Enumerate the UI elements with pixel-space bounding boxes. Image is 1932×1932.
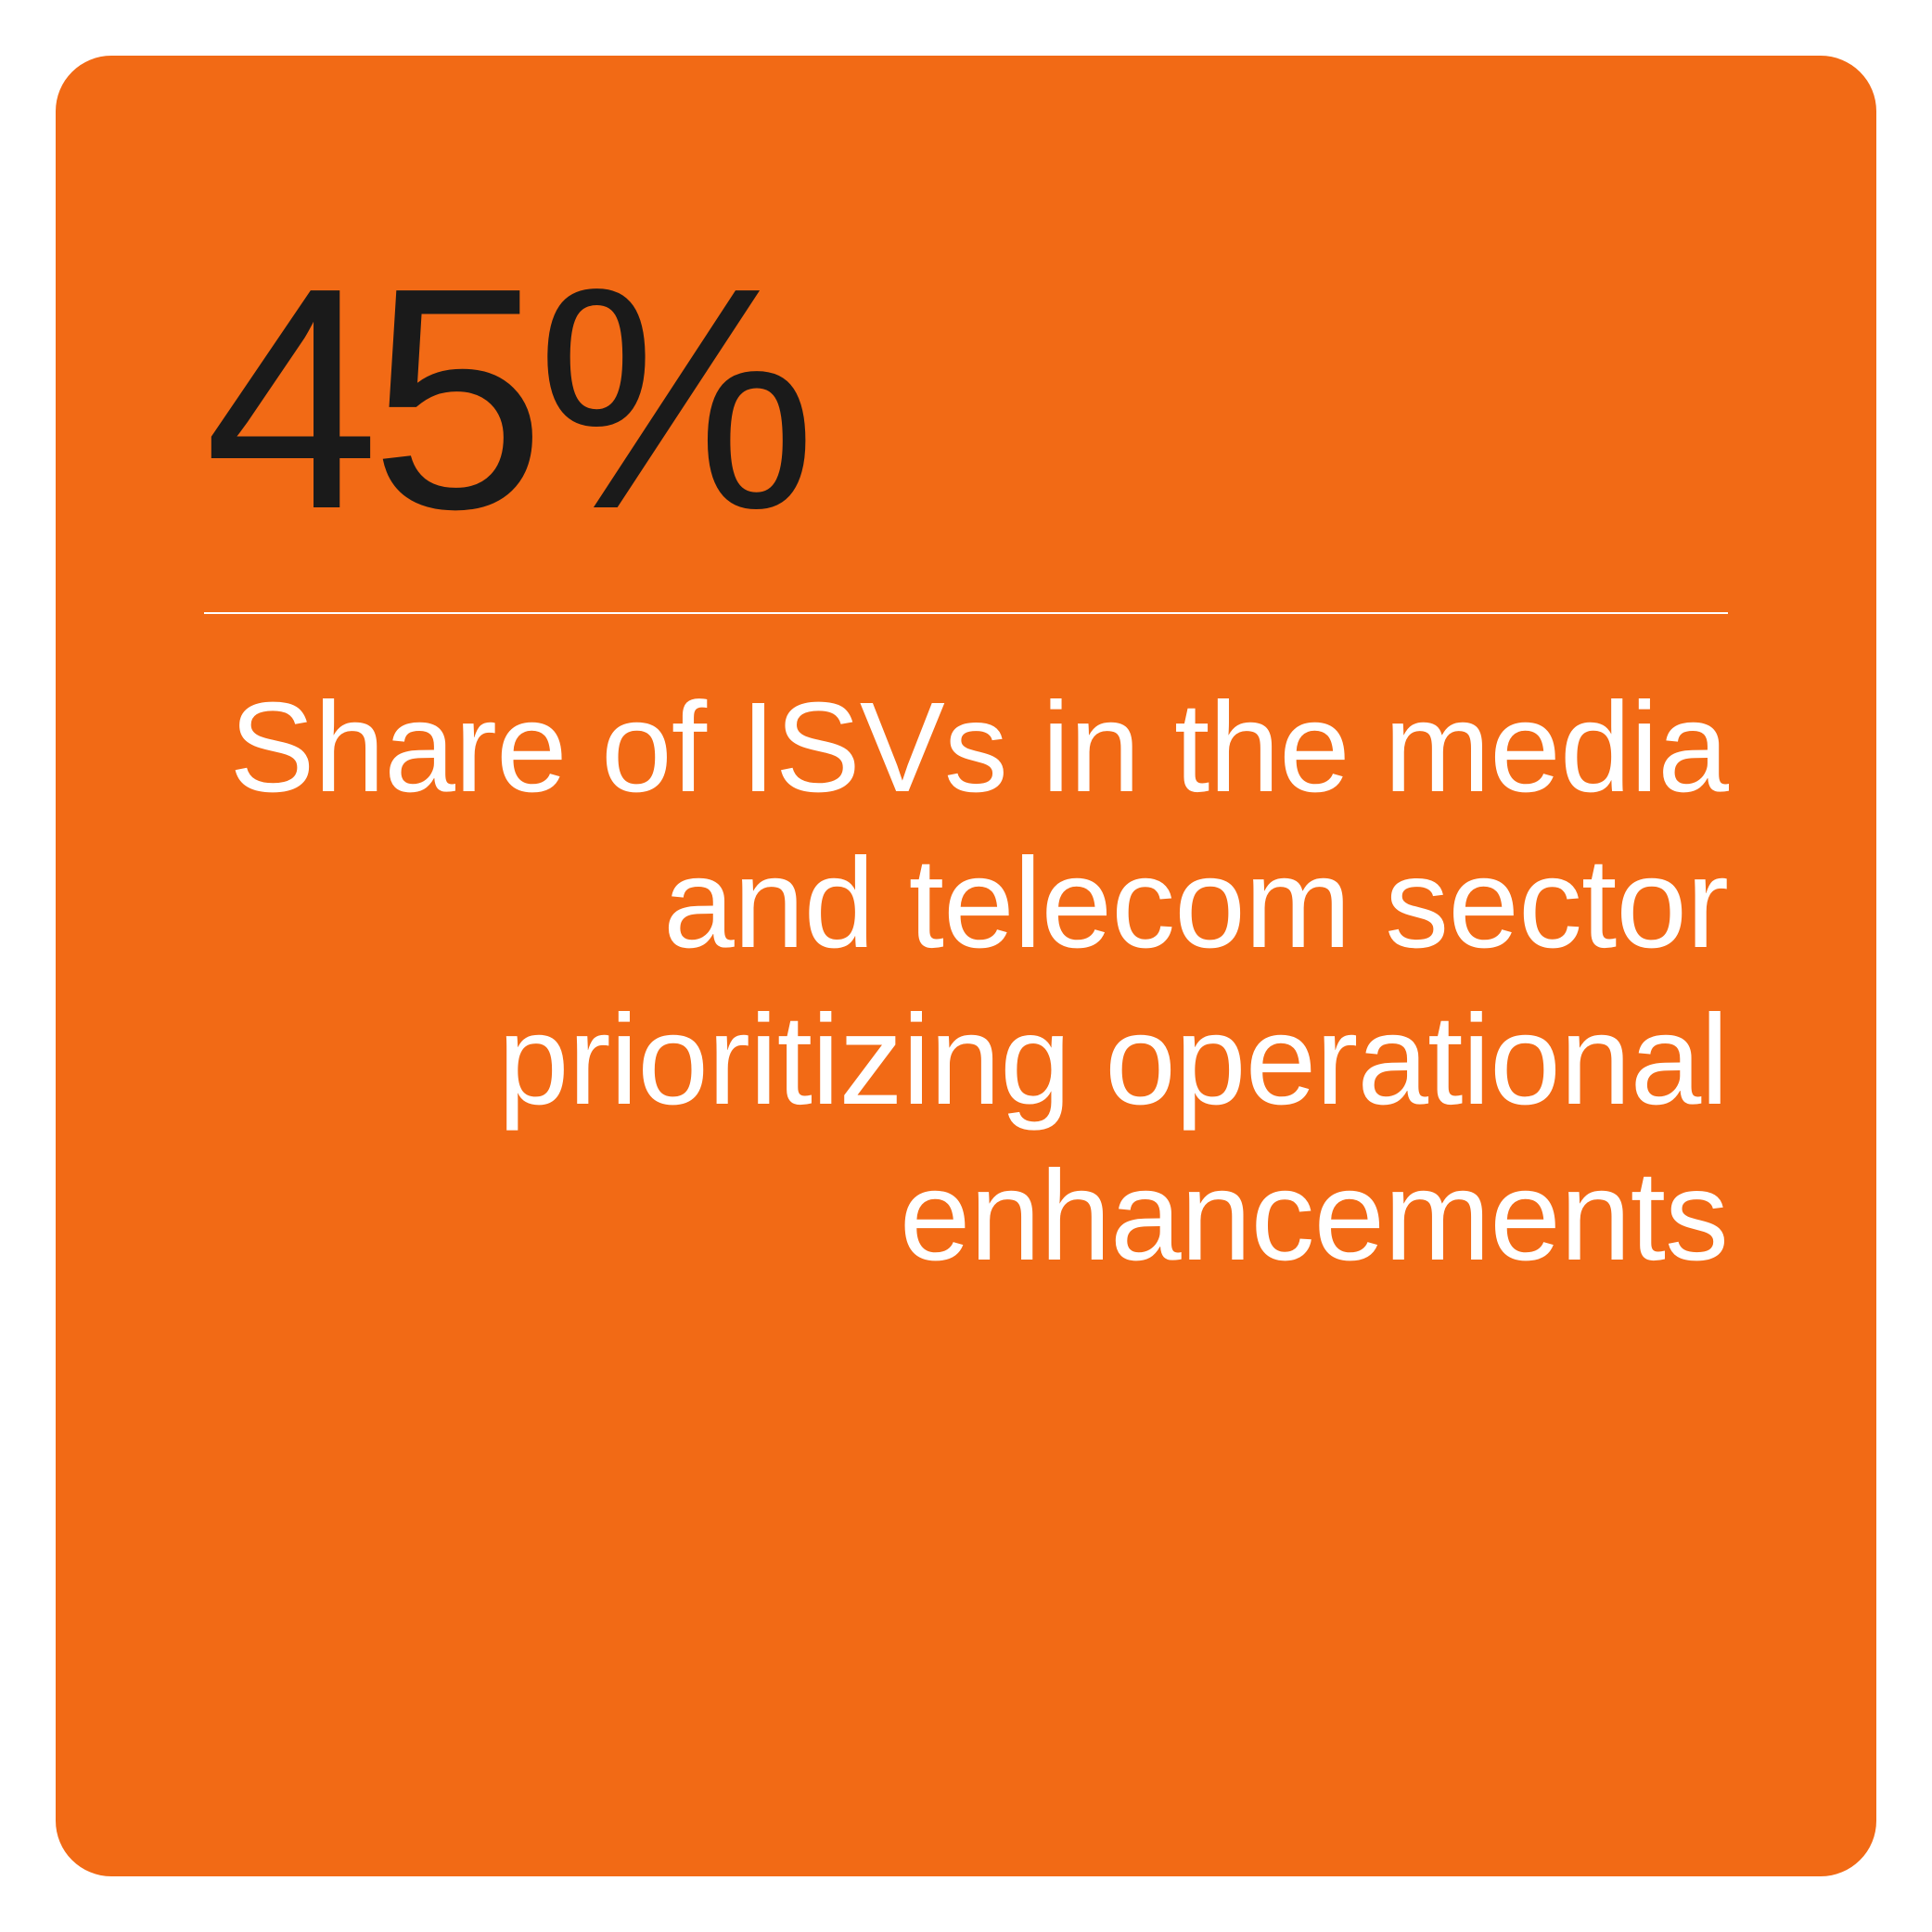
stat-description: Share of ISVs in the media and telecom s…: [204, 670, 1728, 1294]
stat-value: 45%: [204, 241, 1728, 557]
stat-card: 45% Share of ISVs in the media and telec…: [56, 56, 1876, 1876]
divider-line: [204, 612, 1728, 614]
